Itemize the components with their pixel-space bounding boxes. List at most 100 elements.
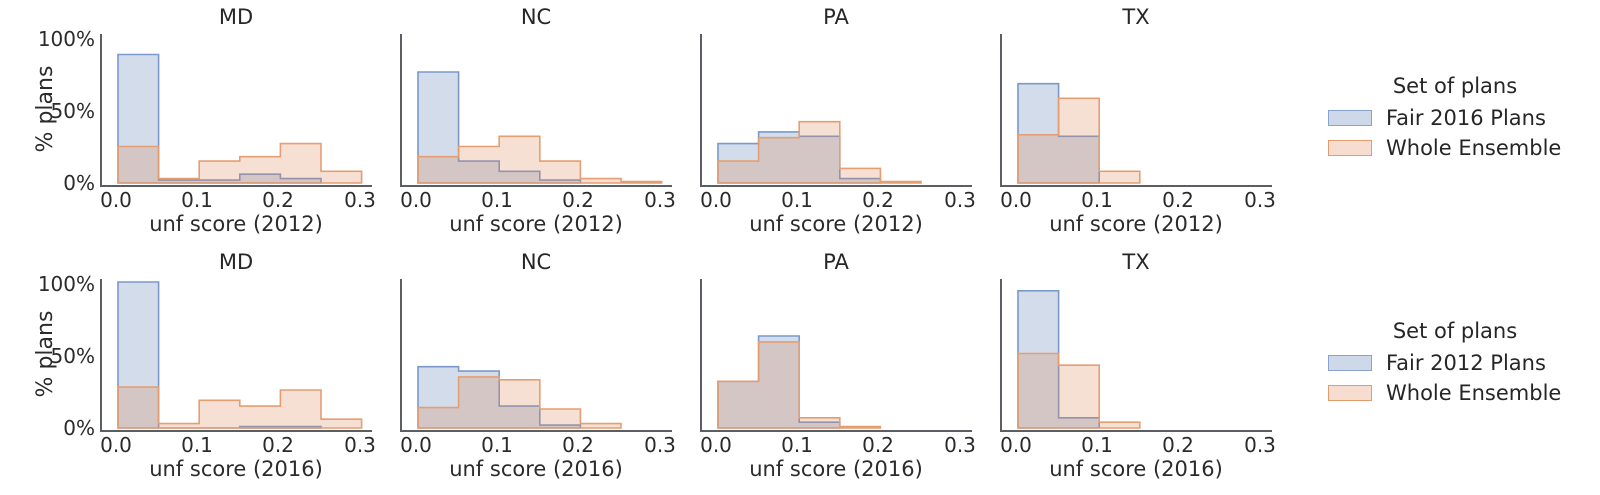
x-axis-label: unf score (2012): [449, 212, 623, 236]
subplot-title: MD: [218, 5, 254, 29]
x-ticks: 0.0 0.1 0.2 0.3: [400, 187, 676, 212]
x-tick: 0.1: [1081, 188, 1113, 212]
histogram-tx-2016: [1017, 290, 1141, 429]
x-tick: 0.3: [944, 433, 976, 457]
plot-area: [100, 279, 372, 432]
y-axis-gutter: % plans 100% 50% 0%: [0, 247, 100, 481]
subplot-title: PA: [823, 250, 849, 274]
x-tick: 0.2: [262, 433, 294, 457]
plot-area: [400, 279, 672, 432]
subplot-title: MD: [218, 250, 254, 274]
x-tick: 0.1: [181, 188, 213, 212]
ensemble-swatch-icon: [1328, 385, 1372, 401]
fair-plans-swatch-icon: [1328, 355, 1372, 371]
x-tick: 0.0: [400, 433, 432, 457]
y-tick-0: 0%: [63, 171, 95, 195]
legend-label: Whole Ensemble: [1386, 136, 1562, 160]
x-tick: 0.1: [1081, 433, 1113, 457]
histogram-pa-2016: [717, 335, 882, 429]
histogram-md-2012: [117, 53, 363, 184]
histogram-tx-2012: [1017, 82, 1141, 184]
x-axis-label: unf score (2016): [1049, 457, 1223, 481]
y-tick-50: 50%: [50, 99, 95, 123]
x-tick: 0.2: [262, 188, 294, 212]
x-axis-label: unf score (2012): [749, 212, 923, 236]
x-tick: 0.0: [400, 188, 432, 212]
x-tick: 0.2: [562, 433, 594, 457]
x-ticks: 0.0 0.1 0.2 0.3: [400, 432, 676, 457]
y-axis-gutter: % plans 100% 50% 0%: [0, 2, 100, 236]
subplot-pa-2016: PA 0.0 0.1 0.2 0.3 unf score (2016): [700, 247, 1000, 481]
legend-entry-whole-ensemble: Whole Ensemble: [1328, 381, 1600, 405]
subplot-md-2016: MD 0.0 0.1 0.2 0.3 unf score (2016): [100, 247, 400, 481]
x-tick: 0.2: [1162, 433, 1194, 457]
x-tick: 0.2: [862, 433, 894, 457]
x-tick: 0.1: [481, 188, 513, 212]
legend-2012: Set of plans Fair 2016 Plans Whole Ensem…: [1300, 2, 1600, 236]
x-tick: 0.2: [1162, 188, 1194, 212]
y-tick-50: 50%: [50, 344, 95, 368]
subplot-pa-2012: PA 0.0 0.1 0.2 0.3 unf score (2012): [700, 2, 1000, 236]
x-tick: 0.3: [644, 433, 676, 457]
y-tick-100: 100%: [37, 272, 95, 296]
subplot-title: NC: [520, 250, 552, 274]
x-ticks: 0.0 0.1 0.2 0.3: [100, 187, 376, 212]
legend-entry-fair-2016: Fair 2016 Plans: [1328, 106, 1600, 130]
x-tick: 0.0: [100, 188, 132, 212]
legend-label: Fair 2012 Plans: [1386, 351, 1546, 375]
plot-area: [400, 34, 672, 187]
legend-entry-whole-ensemble: Whole Ensemble: [1328, 136, 1600, 160]
histogram-nc-2016: [417, 365, 622, 429]
subplot-nc-2012: NC 0.0 0.1 0.2 0.3 unf score (2012): [400, 2, 700, 236]
plot-area: [1000, 34, 1272, 187]
plot-area: [1000, 279, 1272, 432]
subplot-tx-2016: TX 0.0 0.1 0.2 0.3 unf score (2016): [1000, 247, 1300, 481]
x-tick: 0.3: [644, 188, 676, 212]
x-axis-label: unf score (2016): [149, 457, 323, 481]
legend-2016: Set of plans Fair 2012 Plans Whole Ensem…: [1300, 247, 1600, 481]
x-tick: 0.0: [1000, 188, 1032, 212]
x-ticks: 0.0 0.1 0.2 0.3: [700, 432, 976, 457]
plot-area: [700, 34, 972, 187]
x-ticks: 0.0 0.1 0.2 0.3: [100, 432, 376, 457]
x-ticks: 0.0 0.1 0.2 0.3: [1000, 187, 1276, 212]
subplot-title: PA: [823, 5, 849, 29]
legend-title: Set of plans: [1392, 74, 1518, 98]
x-tick: 0.3: [344, 188, 376, 212]
x-tick: 0.0: [700, 188, 732, 212]
subplot-title: TX: [1122, 250, 1150, 274]
histogram-pa-2012: [717, 120, 922, 184]
x-axis-label: unf score (2016): [749, 457, 923, 481]
ensemble-swatch-icon: [1328, 140, 1372, 156]
x-tick: 0.0: [100, 433, 132, 457]
plot-area: [100, 34, 372, 187]
fair-plans-swatch-icon: [1328, 110, 1372, 126]
subplot-title: NC: [520, 5, 552, 29]
x-tick: 0.2: [562, 188, 594, 212]
x-ticks: 0.0 0.1 0.2 0.3: [700, 187, 976, 212]
row-2016: % plans 100% 50% 0% MD 0.0 0.1 0.2 0.3 u…: [0, 247, 1600, 481]
legend-label: Fair 2016 Plans: [1386, 106, 1546, 130]
x-tick: 0.1: [781, 188, 813, 212]
x-axis-label: unf score (2012): [1049, 212, 1223, 236]
x-axis-label: unf score (2012): [149, 212, 323, 236]
y-tick-0: 0%: [63, 416, 95, 440]
x-tick: 0.3: [944, 188, 976, 212]
x-tick: 0.0: [700, 433, 732, 457]
histogram-md-2016: [117, 281, 363, 429]
legend-entry-fair-2012: Fair 2012 Plans: [1328, 351, 1600, 375]
x-tick: 0.3: [1244, 433, 1276, 457]
x-tick: 0.1: [181, 433, 213, 457]
subplot-nc-2016: NC 0.0 0.1 0.2 0.3 unf score (2016): [400, 247, 700, 481]
x-axis-label: unf score (2016): [449, 457, 623, 481]
x-tick: 0.1: [781, 433, 813, 457]
y-tick-100: 100%: [37, 27, 95, 51]
x-ticks: 0.0 0.1 0.2 0.3: [1000, 432, 1276, 457]
plot-area: [700, 279, 972, 432]
legend-label: Whole Ensemble: [1386, 381, 1562, 405]
histogram-nc-2012: [417, 71, 663, 184]
x-tick: 0.0: [1000, 433, 1032, 457]
subplot-title: TX: [1122, 5, 1150, 29]
row-2012: % plans 100% 50% 0% MD 0.0 0.1 0.2 0.3 u…: [0, 2, 1600, 236]
subplot-md-2012: MD 0.0 0.1 0.2 0.3 unf score (2012): [100, 2, 400, 236]
